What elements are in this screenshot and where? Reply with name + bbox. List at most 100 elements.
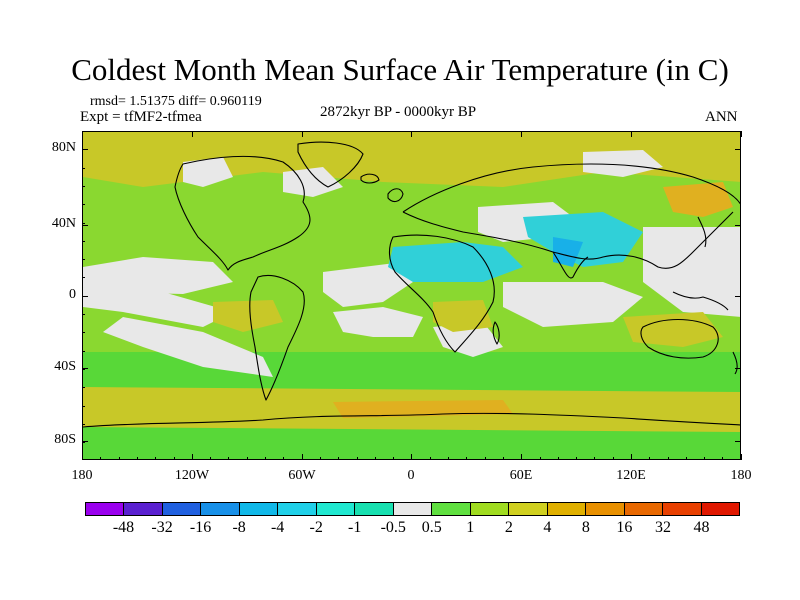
temperature-field-map <box>83 132 740 459</box>
axis-tick <box>82 149 88 150</box>
north-africa-cool <box>388 242 523 282</box>
latitude-label: 80S <box>54 432 76 447</box>
indonesia-coastline <box>672 291 729 311</box>
colorbar-label: 1 <box>466 519 475 536</box>
new-zealand-coastline <box>732 351 738 375</box>
colorbar-swatch <box>162 503 202 515</box>
africa-coastline <box>388 234 495 353</box>
japan-coastline <box>697 216 707 248</box>
axis-tick <box>375 457 376 460</box>
colorbar-label: -4 <box>270 519 285 536</box>
axis-tick <box>82 351 85 352</box>
axis-tick <box>320 457 321 460</box>
axis-tick <box>82 457 83 460</box>
axis-tick <box>82 424 85 425</box>
axis-tick <box>82 296 85 297</box>
axis-tick <box>82 225 88 226</box>
map-panel <box>82 131 741 460</box>
australia-warm <box>623 312 723 347</box>
axis-tick <box>735 441 741 442</box>
atlantic-neutral <box>323 262 413 307</box>
axis-tick <box>82 296 88 297</box>
axis-tick <box>521 457 522 460</box>
colorbar-label: 2 <box>504 519 513 536</box>
axis-tick <box>503 457 504 460</box>
longitude-label: 120E <box>616 468 646 483</box>
colorbar-label: -8 <box>232 519 246 536</box>
axis-tick <box>82 204 85 205</box>
colorbar-swatch <box>701 503 739 515</box>
south-america-coastline <box>249 274 305 401</box>
axis-tick <box>82 223 85 224</box>
colorbar-swatch <box>547 503 587 515</box>
axis-tick <box>631 457 632 460</box>
axis-tick <box>668 457 669 460</box>
north-pacific-neutral <box>83 257 233 294</box>
axis-tick <box>82 149 85 150</box>
colorbar-swatch <box>663 503 702 515</box>
axis-tick <box>119 457 120 460</box>
axis-tick <box>228 457 229 460</box>
axis-tick <box>521 131 522 137</box>
antarctica-coastline <box>83 412 740 428</box>
axis-tick <box>649 457 650 460</box>
axis-tick <box>82 277 85 278</box>
colorbar-swatch <box>624 503 664 515</box>
colorbar-swatch <box>316 503 356 515</box>
colorbar-label: -2 <box>309 519 323 536</box>
madagascar-coastline <box>492 321 500 345</box>
himalaya-cooler <box>553 237 583 267</box>
colorbar-swatch <box>470 503 510 515</box>
axis-tick <box>82 441 88 442</box>
siberia-neutral <box>583 150 663 177</box>
west-pacific-neutral <box>643 227 740 317</box>
axis-tick <box>247 457 248 460</box>
colorbar-label: 0.5 <box>421 519 442 536</box>
axis-tick <box>741 457 742 460</box>
axis-tick <box>485 457 486 460</box>
axis-tick <box>430 457 431 460</box>
colorbar-swatch <box>586 503 625 515</box>
axis-tick <box>448 457 449 460</box>
axis-tick <box>613 457 614 460</box>
colorbar-swatch <box>278 503 317 515</box>
south-america-warm <box>213 300 283 332</box>
axis-tick <box>411 131 412 137</box>
colorbar-swatch <box>124 503 163 515</box>
greenland-sea-neutral <box>183 157 233 187</box>
axis-tick <box>704 457 705 460</box>
axis-tick <box>594 457 595 460</box>
greenland-coastline <box>297 141 364 188</box>
east-asia-warm <box>663 182 733 217</box>
axis-tick <box>192 131 193 137</box>
longitude-label: 180 <box>730 468 752 483</box>
south-pacific-neutral <box>103 317 273 377</box>
axis-tick <box>393 457 394 460</box>
colorbar-label: -16 <box>189 519 212 536</box>
colorbar-label: 32 <box>654 519 671 536</box>
labrador-neutral <box>283 167 343 197</box>
longitude-label: 60W <box>288 468 316 483</box>
colorbar-label: -48 <box>112 519 135 536</box>
britain-coastline <box>387 188 404 203</box>
south-africa-warm <box>433 300 493 332</box>
axis-tick <box>137 457 138 460</box>
latitude-label: 0 <box>69 287 76 302</box>
axis-tick <box>265 457 266 460</box>
indian-ocean-neutral <box>503 282 643 327</box>
axis-tick <box>741 131 742 137</box>
equatorial-atlantic-neutral <box>333 307 423 337</box>
iceland-coastline <box>360 173 380 184</box>
axis-tick <box>174 457 175 460</box>
season-label: ANN <box>705 109 738 125</box>
colorbar-label: -32 <box>151 519 173 536</box>
axis-tick <box>735 149 741 150</box>
colorbar-label: 16 <box>616 519 633 536</box>
arctic-warm-region <box>83 132 740 187</box>
longitude-label: 0 <box>407 468 415 483</box>
colorbar-label: 8 <box>581 519 590 536</box>
axis-tick <box>466 457 467 460</box>
colorbar-swatch <box>432 503 471 515</box>
axis-tick <box>192 457 193 460</box>
north-america-coastline <box>174 155 311 271</box>
